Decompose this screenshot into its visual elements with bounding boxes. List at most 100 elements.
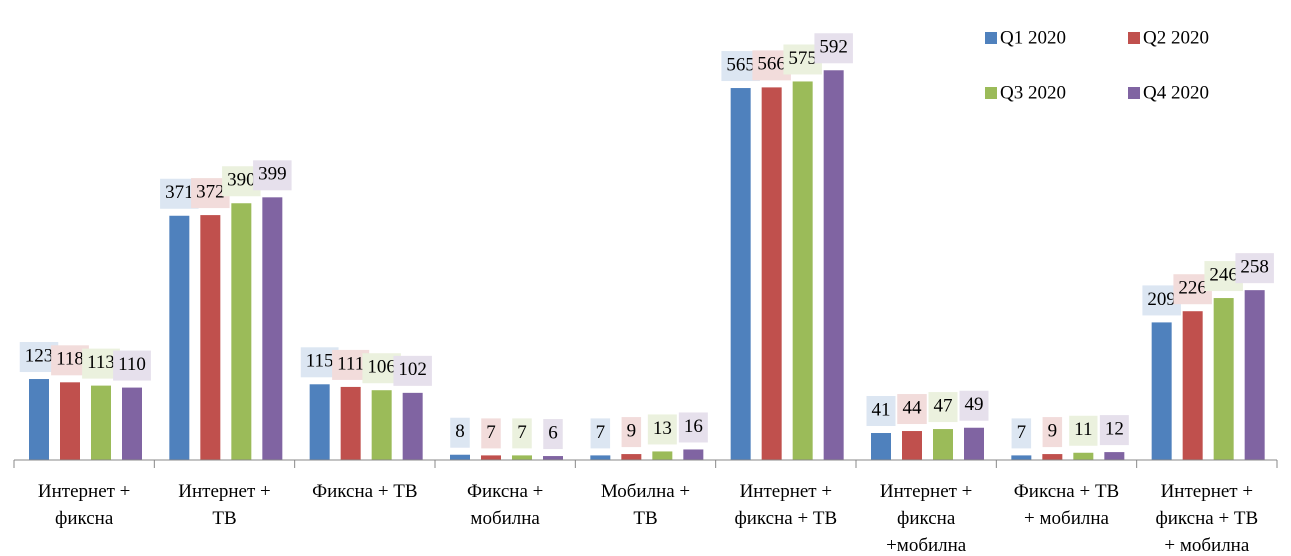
data-label: 102 <box>398 359 427 380</box>
x-tick-label: Интернет + фиксна <box>37 481 131 529</box>
bar <box>1011 455 1032 460</box>
data-label: 44 <box>903 397 923 418</box>
data-label: 41 <box>872 399 891 420</box>
data-label: 372 <box>196 181 225 202</box>
data-label: 7 <box>1017 422 1027 443</box>
data-label-bg <box>897 394 927 425</box>
bar <box>91 385 111 460</box>
data-label-bg <box>512 418 532 449</box>
bar <box>1244 290 1265 460</box>
bar <box>1182 311 1203 460</box>
data-label: 7 <box>486 422 496 443</box>
data-label-bg <box>959 390 989 421</box>
x-tick-label: Мобилна + ТВ <box>600 481 691 529</box>
x-tick-label: Интернет + ТВ <box>178 481 271 529</box>
legend-label: Q2 2020 <box>1143 27 1209 48</box>
bar <box>1104 452 1125 460</box>
data-label: 7 <box>596 422 606 443</box>
data-label: 111 <box>337 353 364 374</box>
data-label-bg <box>113 350 151 381</box>
data-label-bg <box>481 418 501 449</box>
data-label: 565 <box>726 54 755 75</box>
data-label: 592 <box>819 37 848 58</box>
data-label: 209 <box>1147 289 1176 310</box>
data-label-bg <box>647 414 677 445</box>
data-label: 113 <box>87 352 115 373</box>
bar <box>1151 322 1172 460</box>
bar <box>450 454 470 460</box>
data-label-bg <box>1069 415 1098 446</box>
bar <box>29 379 49 460</box>
bar <box>730 88 751 461</box>
bar <box>871 433 891 460</box>
bar <box>621 454 642 460</box>
data-label: 575 <box>788 48 817 69</box>
legend-label: Q1 2020 <box>1000 27 1066 48</box>
legend-swatch <box>985 87 997 99</box>
bar <box>309 384 330 460</box>
data-label: 8 <box>455 421 465 442</box>
bar <box>933 429 953 460</box>
data-label: 226 <box>1178 278 1207 299</box>
data-label-bg <box>1099 415 1129 446</box>
data-label: 566 <box>757 54 786 75</box>
data-label: 47 <box>934 395 953 416</box>
x-tick-label: Фиксна + ТВ + мобилна <box>1013 481 1120 529</box>
bar <box>481 455 501 460</box>
bar <box>340 386 361 460</box>
data-label-bg <box>1011 418 1032 449</box>
bar <box>60 382 80 460</box>
bar <box>823 70 844 461</box>
x-tick-label: Интернет + фиксна + ТВ + мобилна <box>1155 481 1259 556</box>
data-label-bg <box>678 412 708 443</box>
bar <box>652 451 673 460</box>
data-label: 49 <box>965 394 984 415</box>
bar <box>683 449 704 460</box>
bar <box>1213 298 1234 460</box>
data-label: 7 <box>517 422 527 443</box>
data-label-bg <box>621 417 642 448</box>
data-label: 371 <box>165 182 194 203</box>
bar <box>231 203 252 460</box>
legend-swatch <box>1128 32 1140 44</box>
data-label: 258 <box>1240 257 1269 278</box>
bar <box>1073 452 1094 460</box>
data-label: 12 <box>1105 418 1124 439</box>
bar <box>590 455 611 460</box>
data-label: 106 <box>367 357 396 378</box>
data-label: 110 <box>118 354 146 375</box>
x-tick-label: Интернет + фиксна + ТВ <box>734 481 838 529</box>
x-tick-label: Фиксна + ТВ <box>312 481 418 502</box>
data-label-bg <box>1235 253 1274 284</box>
data-label-bg <box>393 355 432 386</box>
data-label: 16 <box>684 416 703 437</box>
data-label: 390 <box>227 170 256 191</box>
bar <box>200 215 221 460</box>
bar <box>512 455 532 460</box>
bar <box>122 387 142 460</box>
legend-label: Q4 2020 <box>1143 82 1209 103</box>
data-label: 11 <box>1074 419 1092 440</box>
data-label: 399 <box>258 164 287 185</box>
data-label-bg <box>866 396 896 427</box>
bar <box>902 431 922 460</box>
data-label: 9 <box>627 420 637 441</box>
data-label: 246 <box>1209 264 1238 285</box>
bar <box>262 197 283 460</box>
data-label: 118 <box>56 349 84 370</box>
data-label: 115 <box>306 351 334 372</box>
data-label-bg <box>543 419 563 450</box>
data-label-bg <box>450 417 470 448</box>
bar <box>371 390 392 460</box>
data-label-bg <box>253 160 292 191</box>
x-tick-label: Интернет + фиксна +мобилна <box>879 481 973 556</box>
legend-label: Q3 2020 <box>1000 82 1066 103</box>
data-label: 123 <box>25 345 54 366</box>
data-label: 9 <box>1048 420 1058 441</box>
bar <box>169 215 190 460</box>
bar <box>543 456 563 460</box>
bar <box>792 81 813 460</box>
data-label-bg <box>928 392 958 423</box>
